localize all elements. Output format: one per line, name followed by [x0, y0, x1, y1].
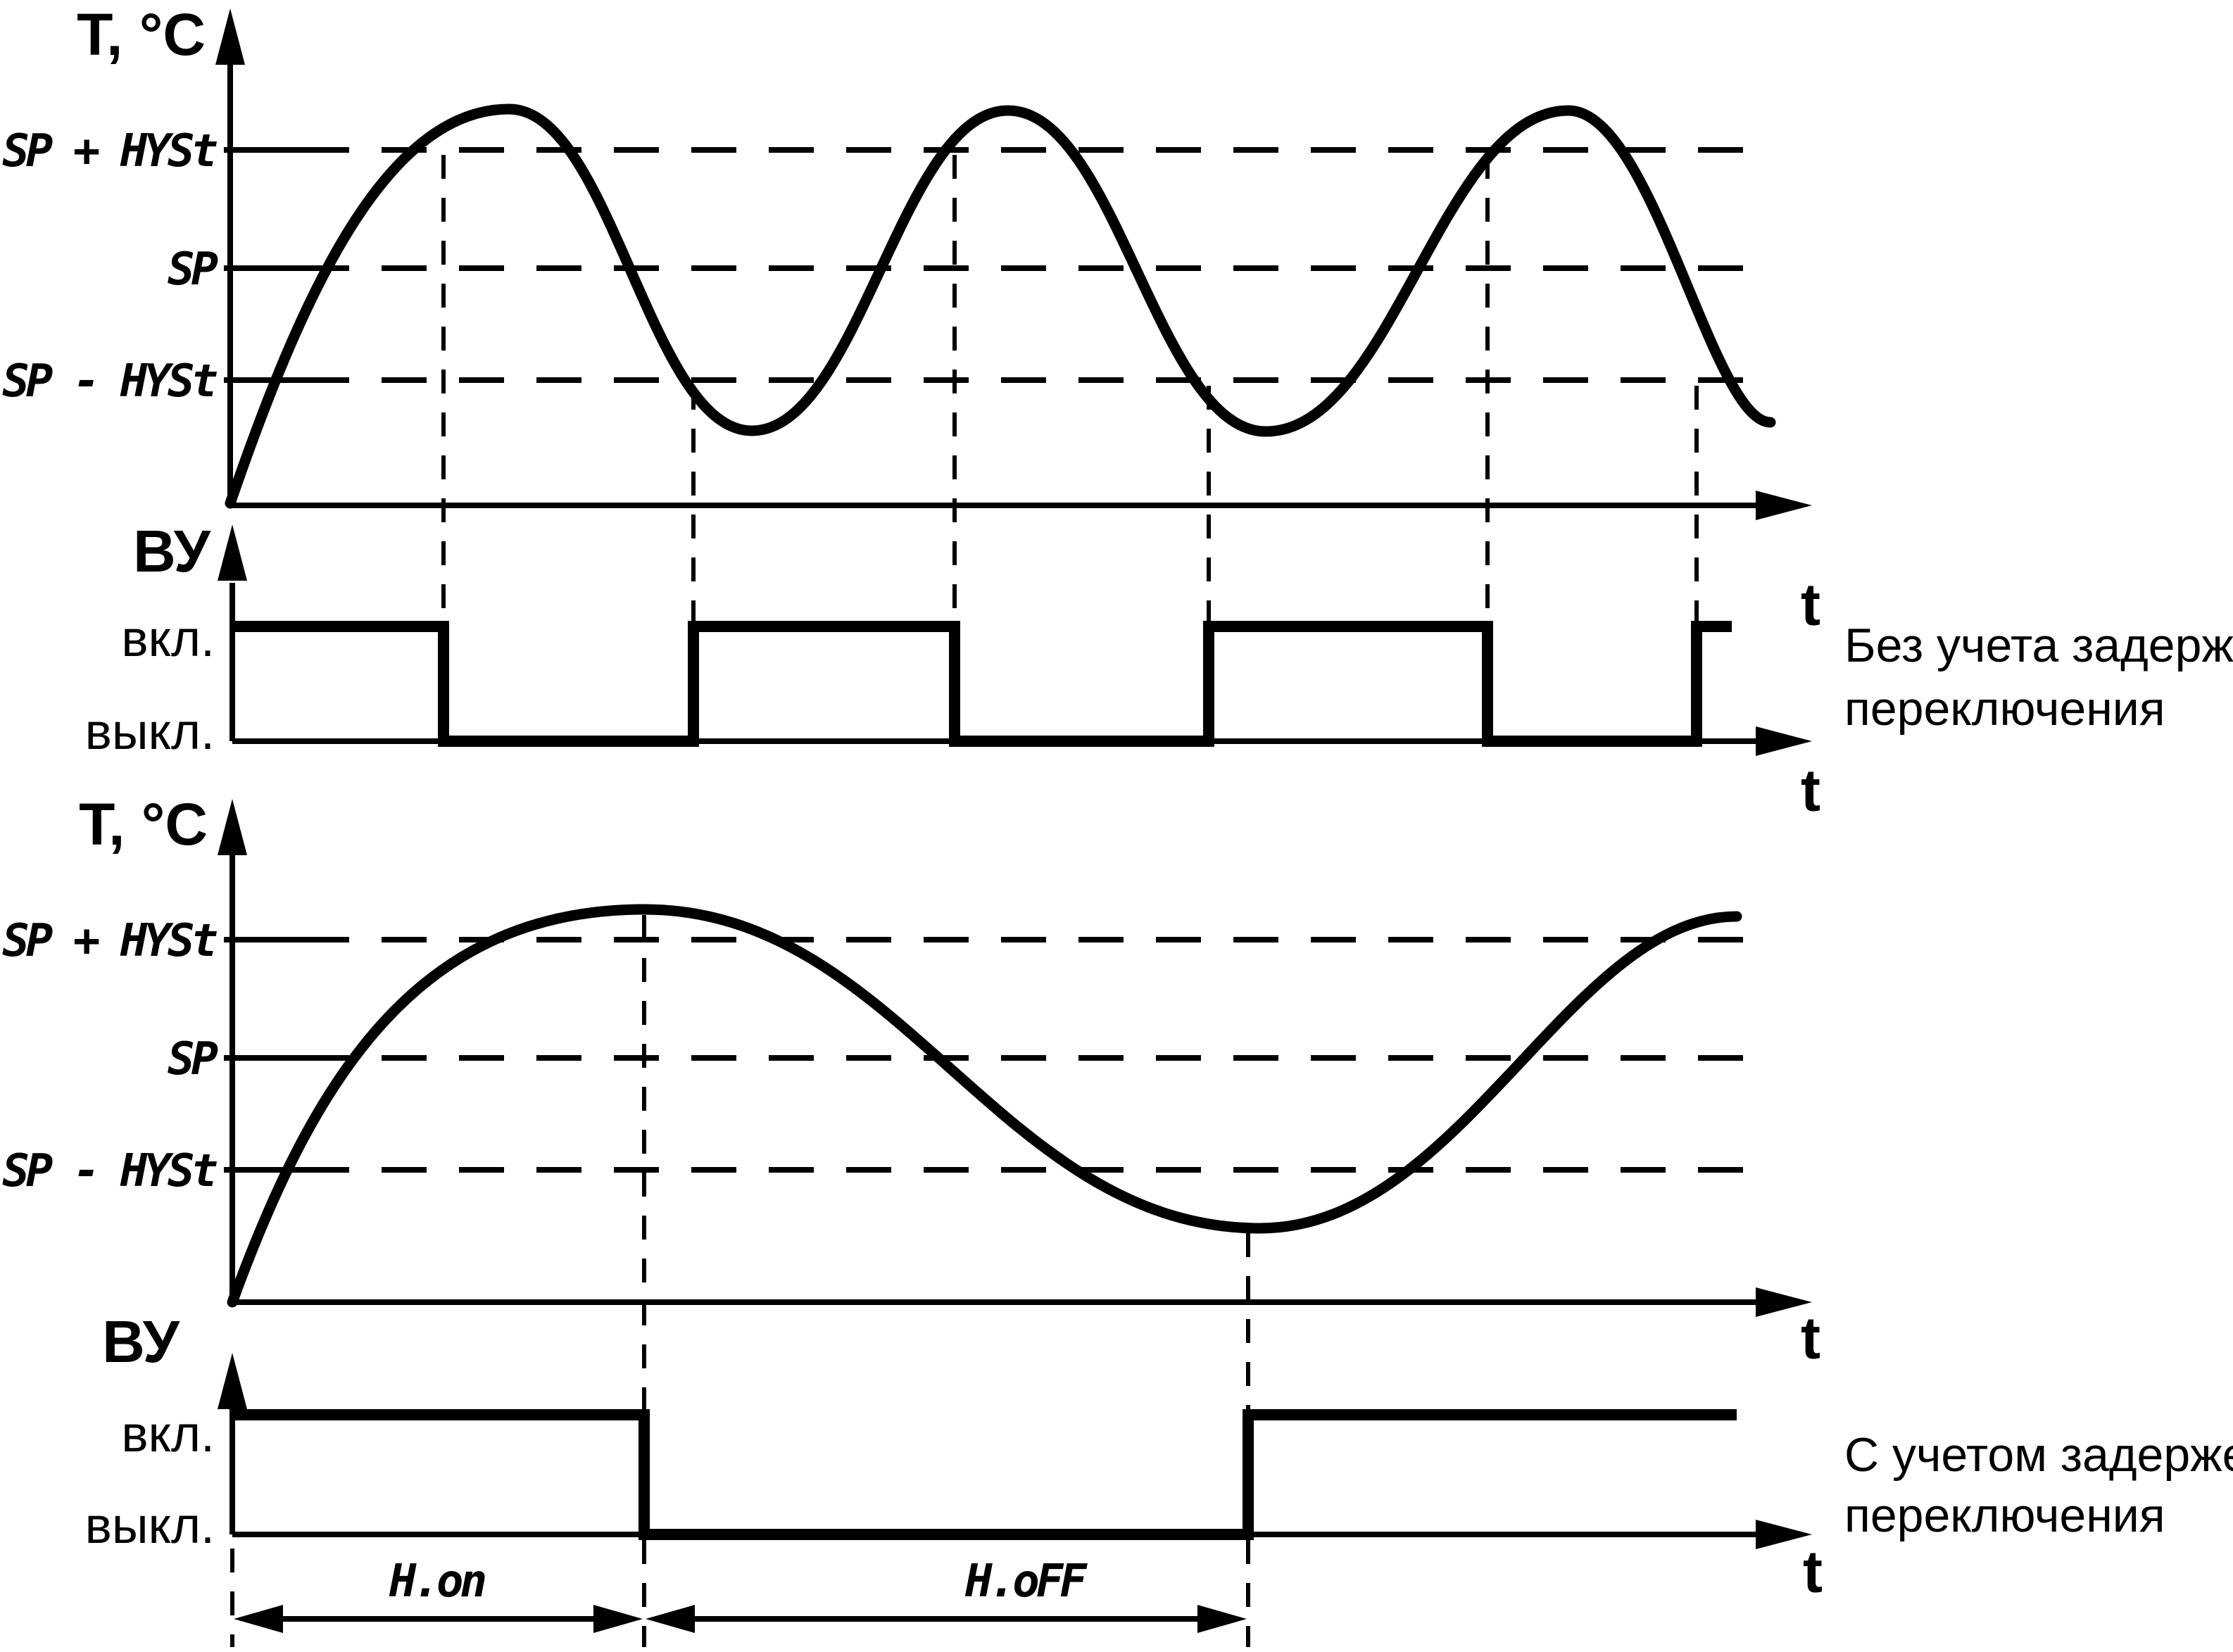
chart1-threshold-label-sp-plus-hyst: SP + HYSt — [2, 125, 217, 177]
chart1-output-on-label: вкл. — [121, 611, 215, 667]
delay-arrow-left-icon — [234, 1605, 283, 1633]
chart1-annotation-line2: переключения — [1844, 682, 2165, 736]
temperature-curve — [225, 103, 1776, 509]
chart1-output-t-axis-label: t — [1801, 757, 1820, 824]
chart1-y-axis-label: T, °C — [77, 1, 206, 68]
chart2-output-t-axis-label: t — [1803, 1539, 1823, 1605]
chart1-threshold-label-sp-minus-hyst: SP - HYSt — [2, 355, 217, 408]
temperature-curve — [227, 904, 1742, 1308]
delay-on-hold-label: H.on — [389, 1556, 485, 1608]
chart1-geometry — [215, 8, 1812, 756]
delay-arrow-right-icon — [1197, 1605, 1247, 1633]
axis-arrow-icon — [218, 799, 247, 855]
chart2-output-axis-label: ВУ — [102, 1309, 180, 1375]
chart2-output-on-label: вкл. — [121, 1406, 215, 1463]
chart2-y-axis-label: T, °C — [79, 791, 208, 857]
chart2-annotation-line2: переключения — [1844, 1489, 2165, 1542]
delay-off-hold-label: H.oFF — [964, 1556, 1088, 1608]
axis-arrow-icon — [1756, 491, 1812, 520]
axis-arrow-icon — [218, 1353, 247, 1409]
axis-arrow-icon — [1756, 1520, 1812, 1549]
chart2-threshold-label-sp: SP — [168, 1033, 218, 1085]
axis-arrow-icon — [218, 524, 247, 581]
axis-arrow-icon — [1756, 1287, 1812, 1317]
chart2-geometry — [218, 799, 1812, 1647]
output-square-wave — [232, 1409, 1737, 1540]
delay-arrow-left-icon — [646, 1605, 695, 1633]
chart1-output-axis-label: ВУ — [133, 518, 211, 584]
delay-arrow-right-icon — [593, 1605, 643, 1633]
axis-arrow-icon — [215, 8, 245, 65]
chart2-threshold-label-sp-minus-hyst: SP - HYSt — [2, 1145, 217, 1197]
chart2-t-axis-label: t — [1801, 1305, 1820, 1371]
chart1-threshold-label-sp: SP — [168, 244, 218, 296]
chart1-t-axis-label: t — [1801, 572, 1820, 638]
axis-arrow-icon — [1756, 726, 1812, 756]
chart2-output-off-label: выкл. — [85, 1498, 215, 1554]
output-square-wave — [232, 621, 1732, 747]
chart2-annotation-line1: С учетом задержек — [1844, 1428, 2233, 1482]
chart1-output-off-label: выкл. — [85, 704, 215, 760]
chart2-threshold-label-sp-plus-hyst: SP + HYSt — [2, 915, 217, 967]
chart1-annotation-line1: Без учета задержек — [1844, 619, 2233, 672]
